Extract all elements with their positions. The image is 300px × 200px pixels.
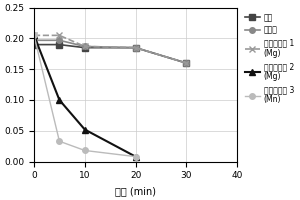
结构化陶瓷 1
(Mg) [32,34,36,37]
结构化陶瓷 3
(Mn) [32,34,36,37]
裸板 [184,62,188,64]
结构化陶瓷 3
(Mn) [134,155,137,158]
Legend: 裸板, 电涂板, 结构化陶瓷 1
(Mg), 结构化陶瓷 2
(Mg), 结构化陶瓷 3
(Mn): 裸板, 电涂板, 结构化陶瓷 1 (Mg), 结构化陶瓷 2 (Mg), 结构化… [243,11,296,106]
结构化陶瓷 2
(Mg) [134,155,137,158]
X-axis label: 时间 (min): 时间 (min) [115,186,156,196]
结构化陶瓷 1
(Mg) [134,46,137,49]
裸板 [134,46,137,49]
结构化陶瓷 3
(Mn) [83,149,87,152]
电涂板 [184,62,188,64]
裸板 [32,43,36,46]
电涂板 [134,46,137,49]
Line: 电涂板: 电涂板 [31,38,189,66]
电涂板 [83,45,87,48]
Line: 结构化陶瓷 2
(Mg): 结构化陶瓷 2 (Mg) [31,32,139,160]
Line: 结构化陶瓷 1
(Mg): 结构化陶瓷 1 (Mg) [31,32,190,67]
裸板 [58,43,61,46]
Line: 结构化陶瓷 3
(Mn): 结构化陶瓷 3 (Mn) [31,33,138,159]
电涂板 [58,39,61,41]
结构化陶瓷 2
(Mg) [83,128,87,131]
结构化陶瓷 2
(Mg) [32,34,36,37]
结构化陶瓷 2
(Mg) [58,99,61,101]
Line: 裸板: 裸板 [31,42,189,66]
裸板 [83,46,87,49]
电涂板 [32,39,36,41]
结构化陶瓷 1
(Mg) [83,45,87,48]
结构化陶瓷 1
(Mg) [184,62,188,64]
结构化陶瓷 1
(Mg) [58,34,61,37]
结构化陶瓷 3
(Mn) [58,140,61,142]
